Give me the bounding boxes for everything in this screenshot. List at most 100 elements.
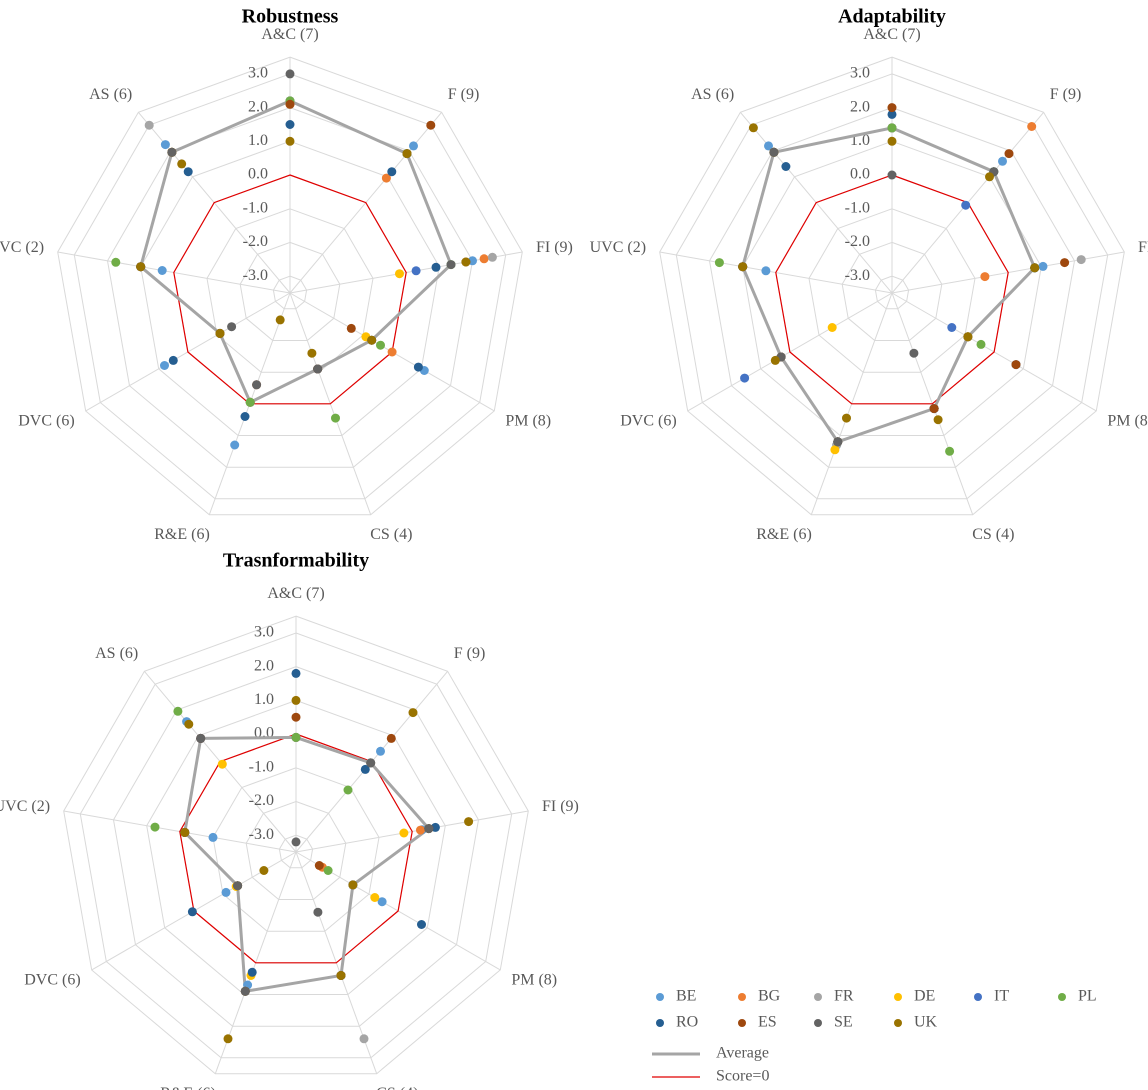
data-point — [223, 1034, 233, 1044]
data-point — [259, 866, 269, 875]
radial-tick-label: -3.0 — [243, 267, 268, 284]
radial-tick-label: 0.0 — [850, 166, 870, 183]
radial-tick-label: -2.0 — [249, 792, 274, 809]
series-markers: FR — [180, 732, 434, 1044]
data-point — [183, 167, 193, 177]
category-label: UVC (2) — [590, 239, 646, 256]
data-point — [291, 712, 301, 722]
data-point — [291, 837, 301, 847]
legend-marker — [656, 993, 664, 1001]
series-markers: SE — [136, 69, 456, 390]
category-label: DVC (6) — [620, 413, 676, 430]
category-label: DVC (6) — [18, 413, 74, 430]
data-point — [323, 866, 333, 875]
average-line: Average — [139, 99, 453, 405]
data-point — [314, 861, 324, 870]
chart-title: Robustness — [242, 6, 339, 28]
data-point — [346, 323, 356, 333]
data-point — [307, 348, 317, 358]
legend-label: PL — [1078, 988, 1097, 1005]
data-point — [217, 759, 227, 769]
data-point — [842, 413, 851, 423]
average-line: Average — [183, 735, 432, 994]
data-point — [413, 362, 423, 372]
data-point — [291, 668, 301, 678]
data-point — [184, 719, 194, 729]
legend-label: BE — [676, 988, 696, 1005]
data-point — [830, 445, 840, 455]
data-point — [887, 170, 897, 180]
data-point — [196, 733, 206, 743]
data-point — [961, 200, 971, 210]
category-label: AS (6) — [95, 645, 138, 662]
data-point — [177, 159, 187, 169]
data-point — [714, 258, 724, 268]
series-markers: BE — [761, 123, 1048, 450]
legend-marker — [894, 1019, 902, 1027]
grid-ring — [112, 666, 480, 1027]
category-label: CS (4) — [972, 526, 1014, 543]
series-markers: UK — [738, 123, 1040, 425]
category-label: A&C (7) — [863, 26, 920, 43]
data-point — [331, 413, 340, 423]
data-point — [208, 832, 218, 842]
data-point — [479, 254, 489, 264]
category-label: R&E (6) — [756, 526, 812, 543]
grid-ring — [206, 208, 374, 373]
series-markers: SE — [738, 147, 1040, 447]
category-label: DVC (6) — [24, 972, 80, 989]
category-label: AS (6) — [691, 86, 734, 103]
data-point — [150, 822, 160, 832]
data-point — [446, 260, 456, 270]
grid-ring — [841, 241, 943, 341]
data-point — [887, 109, 897, 119]
data-point — [381, 173, 391, 183]
data-point — [929, 404, 939, 414]
data-point — [402, 149, 412, 159]
data-point — [160, 361, 169, 370]
data-point — [461, 257, 471, 267]
data-point — [980, 272, 990, 282]
data-point — [408, 708, 418, 718]
data-point — [395, 269, 404, 279]
legend-label: DE — [914, 988, 935, 1005]
data-point — [111, 257, 121, 267]
radial-tick-label: 1.0 — [254, 691, 274, 708]
data-point — [1076, 255, 1086, 265]
legend-label: BG — [758, 988, 781, 1005]
data-point — [781, 162, 791, 171]
radial-tick-label: 2.0 — [850, 98, 870, 115]
category-label: F (9) — [448, 86, 480, 103]
series-markers: BE — [182, 717, 427, 990]
data-point — [336, 971, 346, 980]
zero-line: Score=0 — [173, 174, 407, 405]
grid-ring — [106, 107, 474, 468]
legend-marker — [894, 993, 902, 1001]
legend-marker — [738, 1019, 746, 1027]
data-point — [426, 120, 436, 130]
data-point — [285, 136, 295, 146]
category-label: AS (6) — [89, 86, 132, 103]
data-point — [168, 355, 178, 365]
grid-ring — [245, 800, 347, 900]
grid-ring — [140, 140, 440, 436]
category-label: FI (9) — [542, 798, 579, 815]
series-markers: RO — [738, 109, 1040, 447]
data-point — [366, 758, 376, 768]
data-point — [464, 817, 474, 827]
radial-tick-label: -2.0 — [845, 233, 870, 250]
data-point — [252, 380, 262, 390]
data-point — [761, 266, 771, 276]
radial-tick-label: -1.0 — [845, 199, 870, 216]
data-point — [887, 103, 897, 113]
data-point — [487, 252, 497, 262]
radial-tick-label: 3.0 — [850, 65, 870, 82]
grid-ring — [146, 699, 446, 995]
data-point — [343, 785, 353, 795]
average-line: Average — [741, 126, 1037, 444]
data-point — [998, 156, 1007, 166]
data-point — [245, 397, 255, 407]
data-point — [173, 706, 183, 716]
data-point — [1011, 360, 1021, 370]
